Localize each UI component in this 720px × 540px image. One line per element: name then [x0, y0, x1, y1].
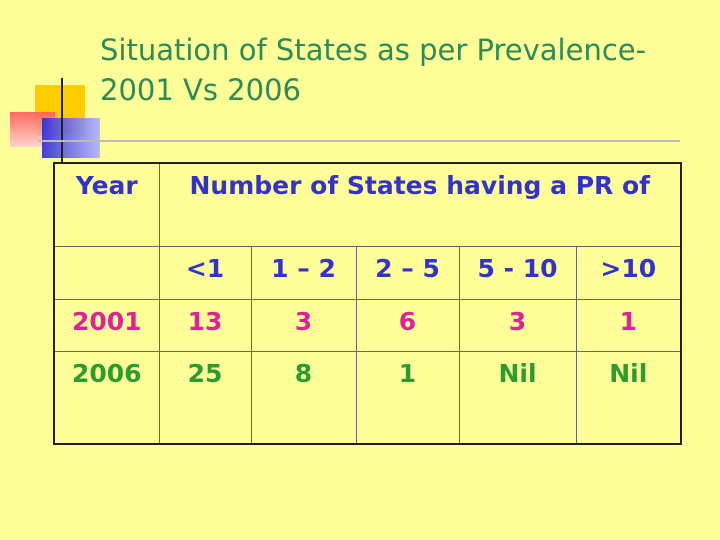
- cell: 25: [158, 350, 252, 445]
- data-row: 2006 25 8 1 Nil Nil: [53, 350, 682, 445]
- subheader-cell: 2 – 5: [355, 245, 460, 300]
- cell: 2006: [53, 350, 160, 445]
- cell: 8: [250, 350, 357, 445]
- deco-vline: [61, 78, 63, 162]
- table: Year Number of States having a PR of <1 …: [53, 162, 683, 445]
- cell: 13: [158, 298, 252, 352]
- cell: Nil: [575, 350, 682, 445]
- cell: 1: [355, 350, 460, 445]
- subheader-cell: >10: [575, 245, 682, 300]
- cell: 3: [458, 298, 577, 352]
- header-cell: Number of States having a PR of: [158, 162, 682, 247]
- subheader-row: <1 1 – 2 2 – 5 5 - 10 >10: [53, 245, 682, 300]
- deco-blue: [42, 118, 100, 158]
- cell: Nil: [458, 350, 577, 445]
- subheader-cell: 1 – 2: [250, 245, 357, 300]
- title-line: 2001 Vs 2006: [100, 73, 301, 107]
- data-row: 2001 13 3 6 3 1: [53, 298, 682, 352]
- cell: 6: [355, 298, 460, 352]
- subheader-cell: 5 - 10: [458, 245, 577, 300]
- cell: 2001: [53, 298, 160, 352]
- cell: 3: [250, 298, 357, 352]
- deco-hline: [38, 140, 680, 142]
- title: Situation of States as per Prevalence- 2…: [100, 30, 646, 110]
- header-row: Year Number of States having a PR of: [53, 162, 682, 247]
- cell: 1: [575, 298, 682, 352]
- empty-cell: [53, 245, 160, 300]
- header-cell: Year: [53, 162, 160, 247]
- subheader-cell: <1: [158, 245, 252, 300]
- title-line: Situation of States as per Prevalence-: [100, 33, 647, 67]
